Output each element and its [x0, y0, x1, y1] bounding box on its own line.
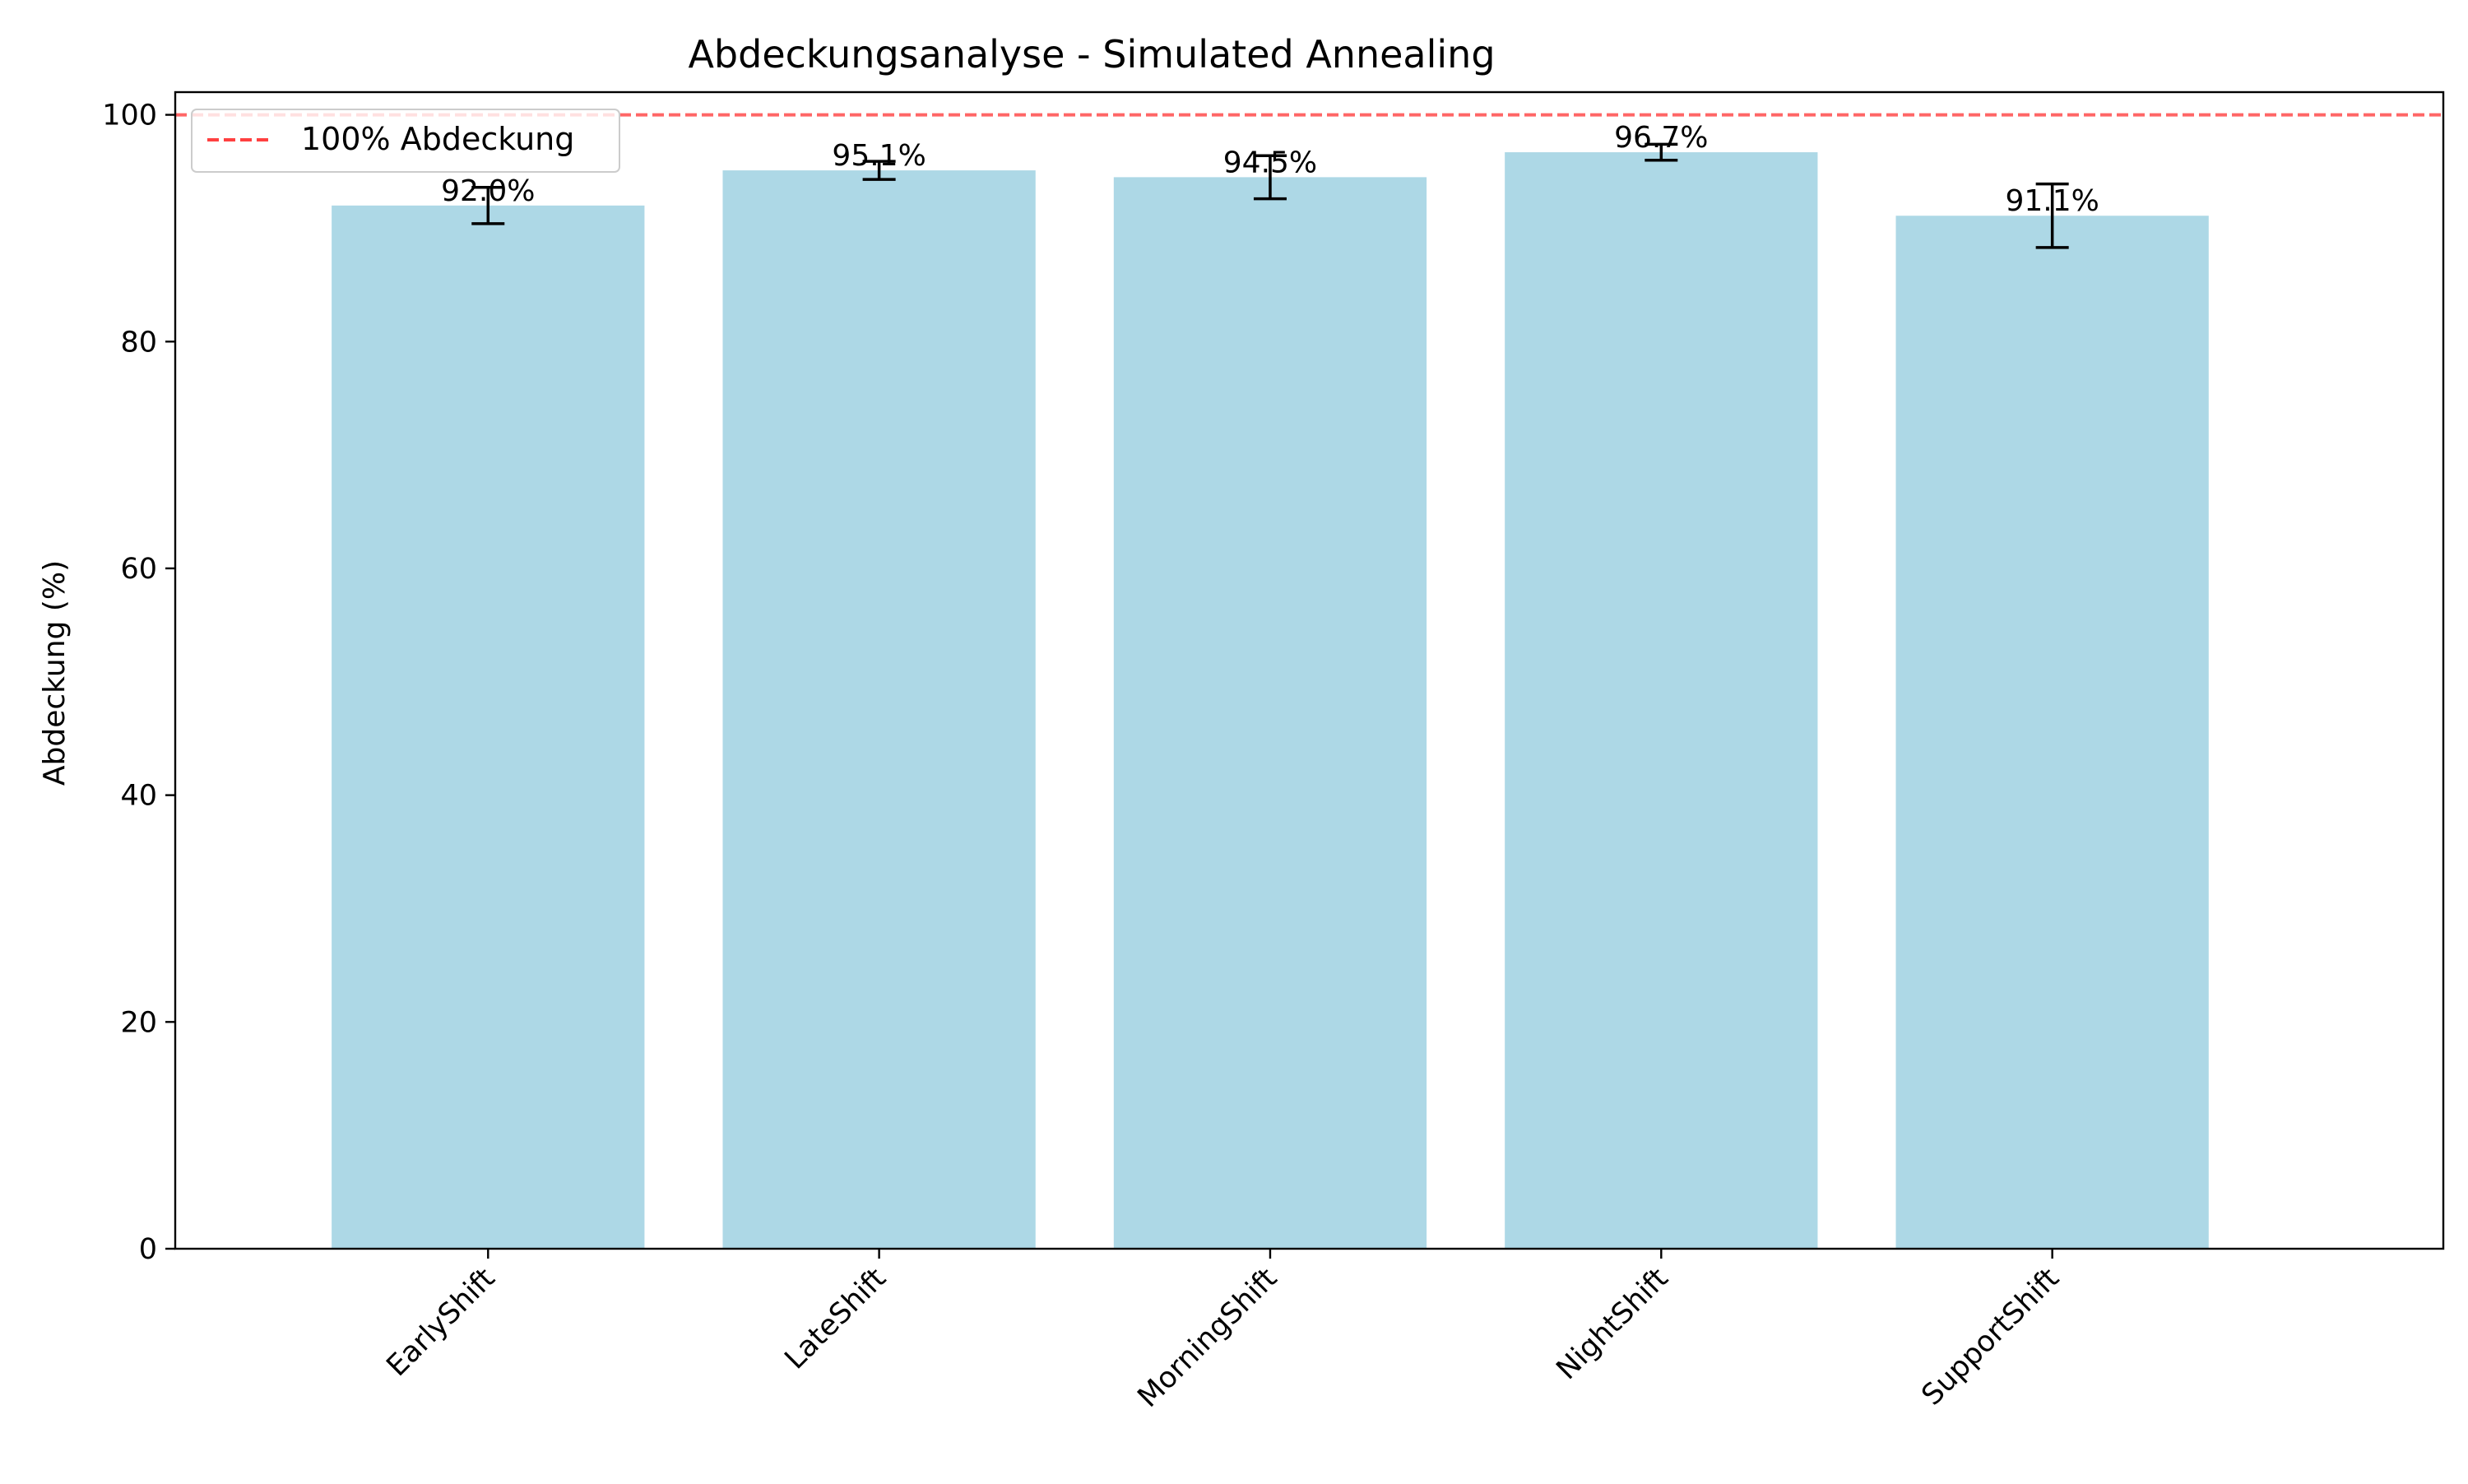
- error-bars-layer: [471, 142, 2069, 249]
- value-label-NightShift: 96.7%: [1614, 121, 1708, 155]
- legend-box: [191, 109, 620, 173]
- value-label-SupportShift: 91.1%: [2005, 184, 2099, 218]
- error-bar-EarlyShift: [471, 186, 505, 225]
- bar-LateShift: [722, 170, 1036, 1249]
- y-tick-label: 40: [120, 780, 157, 813]
- value-label-EarlyShift: 92.0%: [441, 174, 535, 208]
- bars-layer: [332, 152, 2209, 1250]
- error-bar-SupportShift: [2035, 182, 2069, 249]
- bar-NightShift: [1505, 152, 1818, 1249]
- plot-area-frame: [174, 90, 2445, 1250]
- bar-EarlyShift: [332, 205, 645, 1249]
- bar-MorningShift: [1113, 177, 1427, 1250]
- bar-SupportShift: [1895, 216, 2209, 1249]
- y-tick-label: 80: [120, 326, 157, 359]
- data-labels-layer: 92.0% 95.1% 94.5% 96.7% 91.1%: [441, 121, 2099, 218]
- legend: 100% Abdeckung: [191, 109, 620, 173]
- y-axis-ticks: 0 20 40 60 80 100: [102, 100, 175, 1266]
- error-bar-NightShift: [1645, 142, 1678, 162]
- value-label-MorningShift: 94.5%: [1223, 146, 1317, 179]
- y-tick-label: 100: [102, 100, 157, 132]
- y-tick-label: 0: [139, 1233, 157, 1266]
- value-label-LateShift: 95.1%: [832, 139, 926, 173]
- y-tick-label: 20: [120, 1006, 157, 1039]
- y-tick-label: 60: [120, 553, 157, 586]
- y-axis-label: Abdeckung (%): [38, 560, 72, 786]
- error-bar-MorningShift: [1253, 154, 1287, 201]
- legend-entry-label: 100% Abdeckung: [301, 121, 574, 157]
- error-bar-LateShift: [862, 160, 896, 181]
- chart-title: Abdeckungsanalyse - Simulated Annealing: [688, 32, 1495, 77]
